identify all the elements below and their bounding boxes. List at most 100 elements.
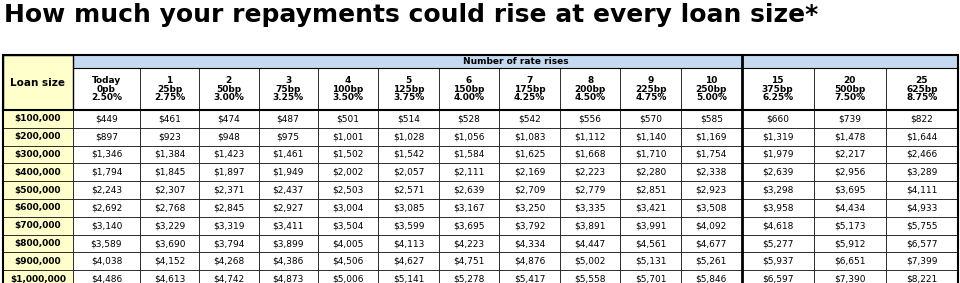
Text: 375bp: 375bp: [762, 85, 794, 93]
Bar: [258, 68, 318, 110]
Bar: [3, 55, 958, 283]
Text: $897: $897: [95, 132, 118, 141]
Bar: [140, 181, 200, 199]
Text: $2,503: $2,503: [332, 186, 364, 195]
Bar: [3, 270, 73, 283]
Bar: [886, 252, 958, 270]
Text: $1,710: $1,710: [635, 150, 666, 159]
Bar: [814, 217, 886, 235]
Bar: [499, 68, 560, 110]
Bar: [814, 110, 886, 128]
Text: $948: $948: [217, 132, 240, 141]
Text: $3,508: $3,508: [696, 203, 727, 213]
Text: $3,695: $3,695: [453, 221, 485, 230]
Text: $1,083: $1,083: [514, 132, 545, 141]
Bar: [3, 163, 73, 181]
Text: $2,243: $2,243: [91, 186, 122, 195]
Text: $5,701: $5,701: [635, 275, 666, 283]
Text: $5,846: $5,846: [696, 275, 727, 283]
Text: 7.50%: 7.50%: [834, 93, 865, 102]
Bar: [620, 128, 681, 145]
Text: $3,411: $3,411: [273, 221, 303, 230]
Text: $4,038: $4,038: [91, 257, 122, 266]
Bar: [3, 181, 73, 199]
Text: $5,558: $5,558: [574, 275, 606, 283]
Bar: [439, 110, 499, 128]
Bar: [681, 145, 741, 163]
Bar: [378, 110, 439, 128]
Text: 175bp: 175bp: [514, 85, 545, 93]
Text: $4,434: $4,434: [834, 203, 865, 213]
Bar: [560, 145, 620, 163]
Bar: [73, 270, 140, 283]
Bar: [741, 235, 814, 252]
Bar: [814, 68, 886, 110]
Text: 10: 10: [706, 76, 717, 85]
Text: $3,335: $3,335: [574, 203, 606, 213]
Bar: [200, 145, 258, 163]
Text: $4,742: $4,742: [213, 275, 245, 283]
Bar: [73, 128, 140, 145]
Bar: [560, 110, 620, 128]
Bar: [499, 163, 560, 181]
Bar: [258, 270, 318, 283]
Bar: [200, 270, 258, 283]
Bar: [560, 181, 620, 199]
Bar: [499, 217, 560, 235]
Text: $3,958: $3,958: [762, 203, 793, 213]
Bar: [620, 163, 681, 181]
Bar: [200, 163, 258, 181]
Text: 4.25%: 4.25%: [514, 93, 545, 102]
Bar: [258, 199, 318, 217]
Text: $400,000: $400,000: [14, 168, 61, 177]
Text: $4,506: $4,506: [332, 257, 364, 266]
Text: $3,695: $3,695: [834, 186, 866, 195]
Text: $300,000: $300,000: [14, 150, 61, 159]
Bar: [318, 68, 378, 110]
Bar: [886, 145, 958, 163]
Text: 4: 4: [345, 76, 351, 85]
Bar: [73, 181, 140, 199]
Text: $2,851: $2,851: [636, 186, 666, 195]
Bar: [499, 199, 560, 217]
Text: 0pb: 0pb: [97, 85, 116, 93]
Bar: [258, 252, 318, 270]
Bar: [886, 181, 958, 199]
Text: $2,466: $2,466: [906, 150, 938, 159]
Bar: [681, 181, 741, 199]
Text: $4,873: $4,873: [273, 275, 303, 283]
Bar: [3, 145, 73, 163]
Text: $660: $660: [766, 114, 789, 123]
Text: $2,223: $2,223: [575, 168, 606, 177]
Bar: [499, 128, 560, 145]
Bar: [200, 199, 258, 217]
Bar: [499, 270, 560, 283]
Text: $2,639: $2,639: [762, 168, 793, 177]
Text: $3,319: $3,319: [213, 221, 245, 230]
Text: $200,000: $200,000: [14, 132, 61, 141]
Text: $487: $487: [276, 114, 300, 123]
Bar: [560, 217, 620, 235]
Text: 7: 7: [526, 76, 533, 85]
Text: $3,599: $3,599: [393, 221, 424, 230]
Bar: [439, 181, 499, 199]
Text: $1,423: $1,423: [213, 150, 245, 159]
Text: $2,280: $2,280: [636, 168, 666, 177]
Bar: [200, 68, 258, 110]
Bar: [439, 199, 499, 217]
Bar: [886, 110, 958, 128]
Bar: [741, 217, 814, 235]
Bar: [200, 252, 258, 270]
Text: How much your repayments could rise at every loan size*: How much your repayments could rise at e…: [4, 3, 818, 27]
Bar: [200, 217, 258, 235]
Text: 3.75%: 3.75%: [393, 93, 424, 102]
Text: $1,000,000: $1,000,000: [10, 275, 66, 283]
Bar: [73, 252, 140, 270]
Text: 6.25%: 6.25%: [762, 93, 793, 102]
Text: $3,891: $3,891: [574, 221, 606, 230]
Text: $975: $975: [276, 132, 300, 141]
Text: $1,668: $1,668: [574, 150, 606, 159]
Text: $7,390: $7,390: [834, 275, 866, 283]
Text: $2,639: $2,639: [453, 186, 485, 195]
Text: $5,755: $5,755: [906, 221, 938, 230]
